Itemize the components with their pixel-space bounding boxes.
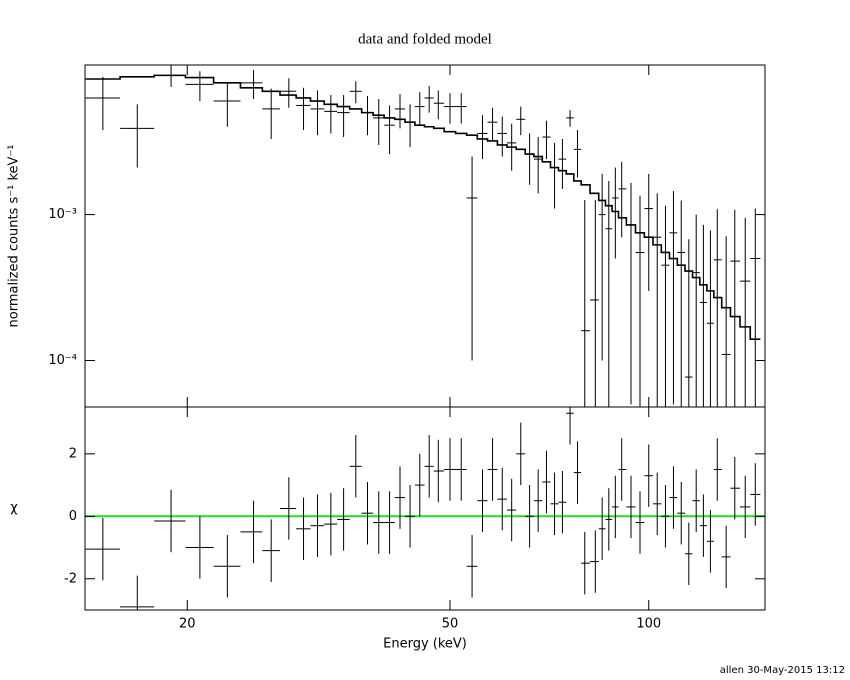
x-axis-label: Energy (keV)	[383, 637, 467, 652]
x-tick-label: 100	[636, 617, 661, 632]
y-tick-label: 10⁻⁴	[48, 353, 77, 368]
residual-panel	[85, 407, 765, 610]
y-tick-label: -2	[64, 571, 77, 586]
top-frame	[84, 64, 766, 408]
top-panel	[85, 65, 761, 407]
y-tick-label: 10⁻³	[48, 207, 77, 222]
chart-title: data and folded model	[358, 31, 492, 47]
x-tick-label: 20	[179, 617, 196, 632]
y-axis-label: normalized counts s⁻¹ keV⁻¹	[7, 145, 22, 328]
y-tick-label: 2	[69, 446, 77, 461]
bottom-frame	[84, 406, 766, 611]
model-line	[85, 74, 761, 340]
x-tick-label: 50	[442, 617, 459, 632]
y-axis-label: χ	[10, 501, 18, 516]
footer: allen 30-May-2015 13:12	[720, 665, 845, 676]
y-tick-label: 0	[69, 509, 77, 524]
